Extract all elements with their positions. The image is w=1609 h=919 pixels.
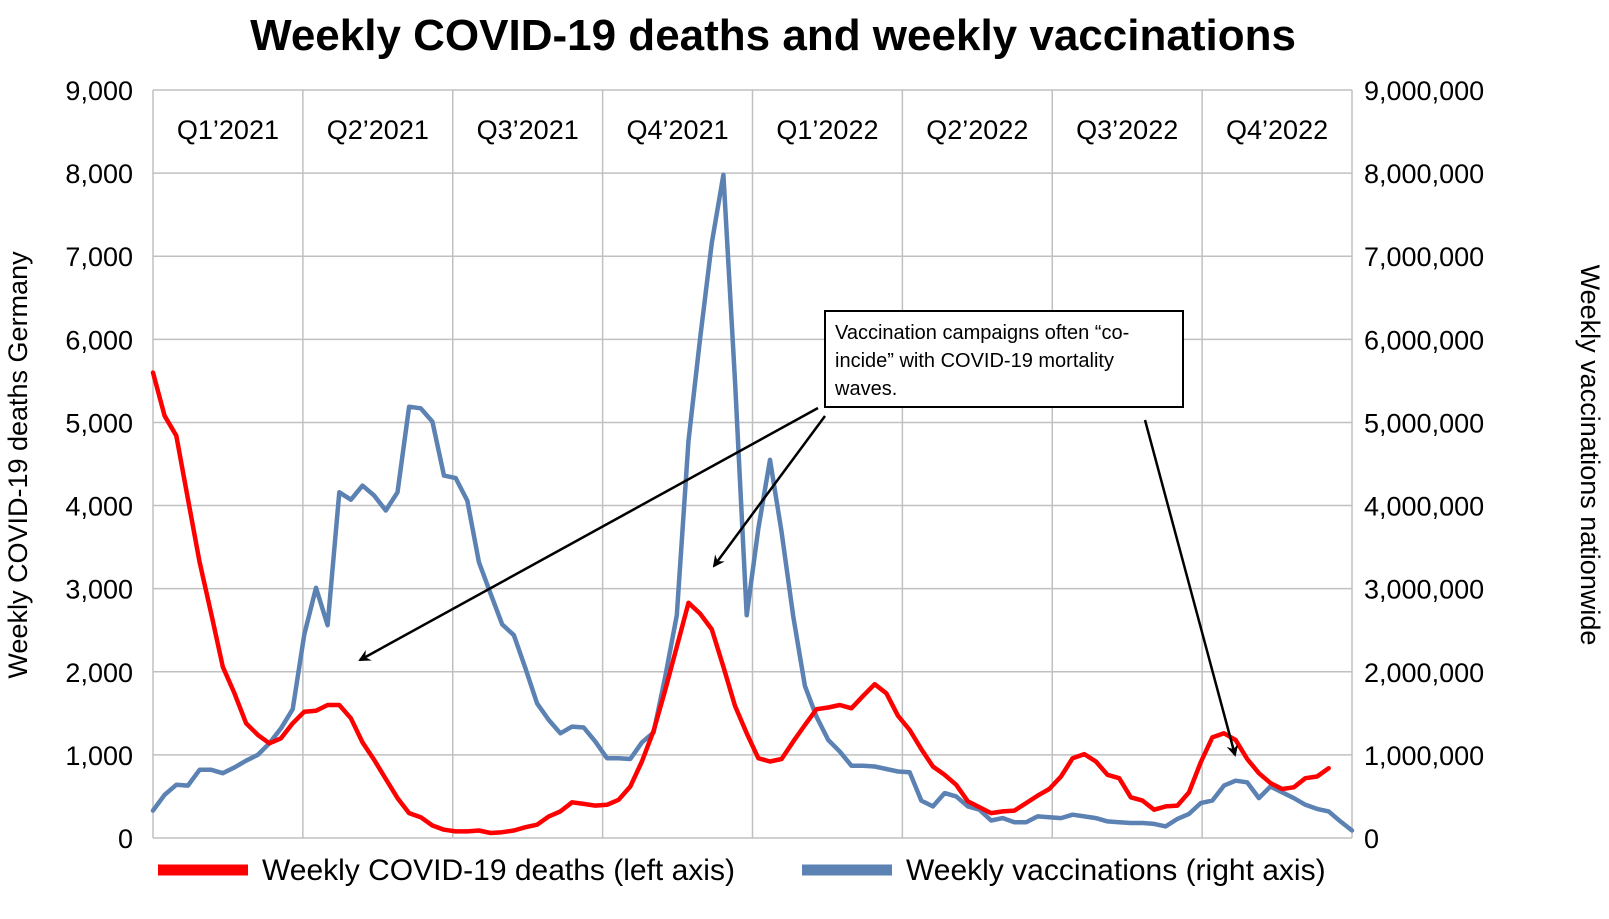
annotation-line-1: Vaccination campaigns often “co- bbox=[835, 322, 1129, 344]
left-tick-label: 4,000 bbox=[65, 492, 133, 522]
left-tick-label: 0 bbox=[118, 824, 133, 854]
quarter-label: Q2’2022 bbox=[926, 115, 1028, 145]
quarter-label: Q4’2022 bbox=[1226, 115, 1328, 145]
annotation-arrow-1 bbox=[358, 406, 819, 662]
right-tick-label: 5,000,000 bbox=[1364, 408, 1484, 438]
series-layer bbox=[150, 172, 1355, 836]
left-tick-label: 1,000 bbox=[65, 741, 133, 771]
annotation-arrow-2 bbox=[712, 415, 827, 568]
quarter-label: Q3’2022 bbox=[1076, 115, 1178, 145]
quarter-label: Q2’2021 bbox=[327, 115, 429, 145]
right-tick-label: 3,000,000 bbox=[1364, 575, 1484, 605]
right-tick-label: 6,000,000 bbox=[1364, 325, 1484, 355]
legend: Weekly COVID-19 deaths (left axis) Weekl… bbox=[158, 854, 1326, 887]
left-tick-label: 8,000 bbox=[65, 159, 133, 189]
left-axis-label: Weekly COVID-19 deaths Germany bbox=[3, 251, 33, 679]
annotation-box bbox=[824, 310, 1184, 408]
legend-label-deaths: Weekly COVID-19 deaths (left axis) bbox=[262, 854, 735, 887]
deaths-series-line bbox=[150, 370, 1331, 836]
right-tick-label: 4,000,000 bbox=[1364, 492, 1484, 522]
right-tick-label: 0 bbox=[1364, 824, 1379, 854]
grid-layer bbox=[152, 89, 1353, 839]
left-tick-label: 2,000 bbox=[65, 658, 133, 688]
left-tick-label: 5,000 bbox=[65, 408, 133, 438]
annotation-arrow-3 bbox=[1143, 419, 1239, 757]
quarter-labels: Q1’2021 Q2’2021 Q3’2021 Q4’2021 Q1’2022 Q2’20… bbox=[177, 115, 1328, 145]
left-tick-label: 6,000 bbox=[65, 325, 133, 355]
right-tick-label: 1,000,000 bbox=[1364, 741, 1484, 771]
left-tick-label: 3,000 bbox=[65, 575, 133, 605]
annotation-line-2: incide” with COVID-19 mortality bbox=[835, 350, 1114, 372]
vaccinations-series-line bbox=[150, 172, 1355, 833]
right-axis-label: Weekly vaccinations nationwide bbox=[1575, 265, 1605, 646]
chart-title: Weekly COVID-19 deaths and weekly vaccin… bbox=[250, 11, 1296, 60]
quarter-label: Q1’2021 bbox=[177, 115, 279, 145]
quarter-label: Q4’2021 bbox=[627, 115, 729, 145]
right-tick-label: 9,000,000 bbox=[1364, 76, 1484, 106]
right-tick-label: 8,000,000 bbox=[1364, 159, 1484, 189]
right-axis-ticks: 0 1,000,000 2,000,000 3,000,000 4,000,000 5,0… bbox=[1364, 76, 1484, 854]
legend-label-vaccinations: Weekly vaccinations (right axis) bbox=[906, 854, 1326, 887]
quarter-label: Q1’2022 bbox=[776, 115, 878, 145]
right-tick-label: 7,000,000 bbox=[1364, 242, 1484, 272]
left-tick-label: 7,000 bbox=[65, 242, 133, 272]
annotation-line-3: waves. bbox=[834, 378, 897, 400]
right-tick-label: 2,000,000 bbox=[1364, 658, 1484, 688]
left-tick-label: 9,000 bbox=[65, 76, 133, 106]
left-axis-ticks: 0 1,000 2,000 3,000 4,000 5,000 6,000 7,000 8,00… bbox=[65, 76, 133, 854]
annotation: Vaccination campaigns often “co- incide”… bbox=[358, 310, 1239, 757]
quarter-label: Q3’2021 bbox=[477, 115, 579, 145]
